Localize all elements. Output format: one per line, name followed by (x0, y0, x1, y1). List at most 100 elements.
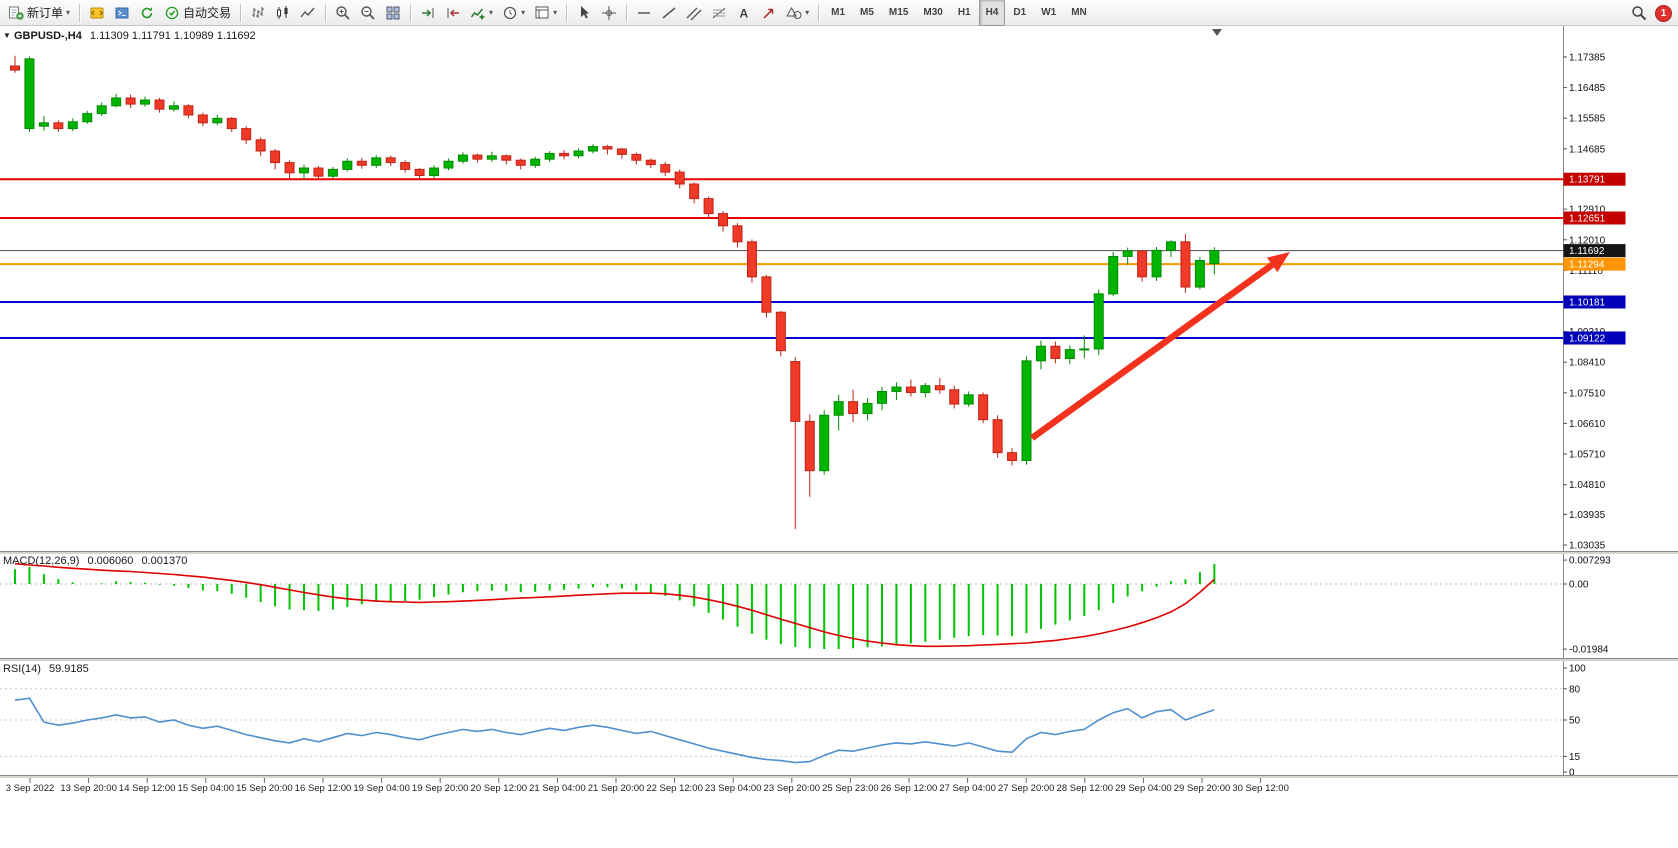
rsi-value: 59.9185 (48, 663, 89, 675)
chart-shift-button[interactable] (441, 1, 465, 24)
rsi-scale-label: 0 (1569, 768, 1575, 779)
rsi-panel[interactable] (0, 662, 1563, 775)
candle-body (718, 213, 729, 227)
price-badge-1.11692: 1.11692 (1563, 244, 1626, 258)
line-chart-button[interactable] (296, 1, 320, 24)
candle-body (949, 389, 960, 405)
zoomin-icon (335, 5, 351, 21)
candle-body (963, 394, 974, 405)
timeframe-button-mn[interactable]: MN (1071, 7, 1087, 18)
bar-chart-button[interactable] (246, 1, 270, 24)
indicators-button[interactable]: ▾ (466, 1, 497, 24)
autoscroll-icon (420, 5, 436, 21)
candle-body (38, 122, 49, 127)
candle-body (804, 420, 815, 472)
cursor-button[interactable] (572, 1, 596, 24)
hline-tool-button[interactable] (632, 1, 656, 24)
trend-arrow-annotation[interactable] (1030, 252, 1290, 441)
symbol-period-label: GBPUSD-,H4 (14, 30, 82, 42)
arrow-shaft (1030, 262, 1275, 441)
one-click-trading-toggle-icon[interactable]: ▼ (3, 31, 11, 40)
terminal-button[interactable] (110, 1, 134, 24)
candle-body (602, 146, 613, 150)
candle-body (775, 311, 786, 352)
time-label: 15 Sep 20:00 (236, 783, 293, 794)
timeframe-button-m1[interactable]: M1 (831, 7, 846, 18)
badge-label: 1.11294 (1569, 260, 1605, 271)
channel-tool-button[interactable] (682, 1, 706, 24)
timeframe-button-h4[interactable]: H4 (978, 0, 1006, 26)
timeframe-button-d1[interactable]: D1 (1013, 7, 1027, 18)
bars-icon (250, 5, 266, 21)
candle-body (140, 99, 151, 105)
panel-separator-main-macd[interactable] (0, 551, 1678, 554)
fibonacci-tool-button[interactable] (707, 1, 731, 24)
candle-body (877, 390, 887, 404)
price-axis[interactable] (1563, 26, 1678, 778)
time-label: 15 Sep 04:00 (178, 783, 235, 794)
candle-body (371, 157, 382, 166)
candle-body (501, 155, 512, 161)
autotrading-button[interactable]: 自动交易 (160, 1, 235, 24)
templates-button[interactable]: ▾ (530, 1, 561, 24)
candle-body (457, 154, 468, 162)
rsi-scale-label: 80 (1569, 684, 1581, 695)
shapes-tool-button[interactable]: ▾ (782, 1, 813, 24)
texta-icon: A (736, 5, 752, 21)
candle-body (255, 139, 266, 152)
crosshair-button[interactable] (597, 1, 621, 24)
timeframe-button-m5[interactable]: M5 (860, 7, 874, 18)
arrow-head (1266, 252, 1290, 273)
candlestick-chart-button[interactable] (271, 1, 295, 24)
price-label: 1.04810 (1569, 480, 1606, 491)
candle-body (385, 157, 396, 164)
candle-body (573, 150, 584, 157)
candle-body (1035, 345, 1046, 362)
time-axis[interactable] (0, 778, 1678, 798)
rsi-indicator-header: RSI(14) 59.9185 (3, 663, 89, 675)
tile-windows-button[interactable] (381, 1, 405, 24)
panel-separator-macd-rsi[interactable] (0, 658, 1678, 661)
refresh-icon (139, 5, 155, 21)
hline-icon (636, 5, 652, 21)
candle-body (819, 414, 830, 472)
trendline-tool-button[interactable] (657, 1, 681, 24)
candle-body (10, 65, 20, 71)
auto-scroll-button[interactable] (416, 1, 440, 24)
time-label: 28 Sep 12:00 (1057, 783, 1114, 794)
toolbar-right-group: 1 (1631, 0, 1672, 26)
time-label: 3 Sep 2022 (6, 783, 55, 794)
timeframe-button-w1[interactable]: W1 (1041, 7, 1057, 18)
candle-body (212, 117, 223, 124)
chart-plot-area[interactable] (0, 26, 1563, 551)
candle-body (992, 419, 1003, 454)
new-order-button[interactable]: 新订单 ▾ (4, 1, 74, 24)
rsi-line (14, 697, 1215, 764)
candle-body (313, 167, 324, 177)
candle-body (486, 155, 497, 160)
text-tool-button[interactable]: A (732, 1, 756, 24)
periods-button[interactable]: ▾ (498, 1, 529, 24)
search-icon[interactable] (1631, 5, 1647, 21)
macd-histogram (14, 563, 1216, 649)
chart-shift-marker[interactable] (1212, 29, 1222, 36)
toolbar: 新订单 ▾ 自动交易 ▾ ▾ ▾ A ▾ M1 M5 M15 M30 H1 H4 D1 W1 MN (0, 0, 1678, 26)
arrow-tool-button[interactable] (757, 1, 781, 24)
timeframe-button-h1[interactable]: H1 (957, 7, 971, 18)
time-label: 19 Sep 20:00 (412, 783, 469, 794)
notification-badge[interactable]: 1 (1655, 4, 1672, 22)
candle-body (761, 276, 772, 313)
macd-scale-label: 0.007293 (1569, 556, 1611, 567)
metaeditor-button[interactable] (85, 1, 109, 24)
zoom-out-button[interactable] (356, 1, 380, 24)
candle-body (400, 162, 411, 170)
candle-body (978, 394, 989, 421)
refresh-button[interactable] (135, 1, 159, 24)
price-label: 1.07510 (1569, 388, 1606, 399)
timeframe-button-m30[interactable]: M30 (923, 7, 943, 18)
candle-body (1079, 348, 1090, 351)
tile-icon (385, 5, 401, 21)
timeframe-button-m15[interactable]: M15 (888, 7, 909, 18)
zoom-in-button[interactable] (331, 1, 355, 24)
